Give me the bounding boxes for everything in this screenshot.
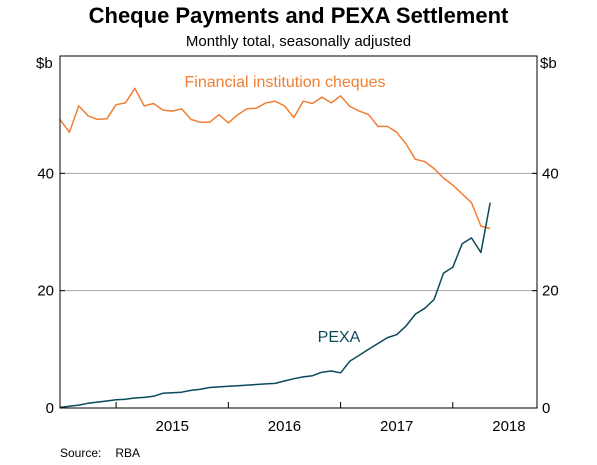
series-labels: Financial institution cheques PEXA	[184, 74, 385, 346]
chart-title: Cheque Payments and PEXA Settlement	[88, 3, 509, 28]
cheques-series-label: Financial institution cheques	[184, 74, 385, 91]
pexa-series-line	[59, 202, 491, 409]
x-tick-label: 2016	[268, 418, 301, 435]
y-tick-label-right: 40	[542, 165, 559, 182]
pexa-series-label: PEXA	[318, 329, 361, 346]
gridlines	[60, 172, 537, 292]
plot-frame	[59, 55, 538, 409]
y-tick-label-left: 40	[37, 165, 54, 182]
chart-subtitle: Monthly total, seasonally adjusted	[185, 33, 412, 50]
y-tick-label-left: 20	[37, 283, 54, 300]
source-value: RBA	[115, 446, 141, 460]
series-lines	[59, 87, 491, 409]
plot-border	[59, 55, 538, 409]
axis-ticks: 0 0 20 20 40 40 2015 2016 2017 2018	[37, 165, 558, 435]
y-tick-label-right: 0	[542, 400, 550, 417]
y-axis-unit-right: $b	[540, 55, 557, 72]
source-label: Source:	[60, 446, 102, 460]
y-tick-label-right: 20	[542, 283, 559, 300]
x-tick-label: 2017	[380, 418, 413, 435]
y-tick-label-left: 0	[46, 400, 54, 417]
y-axis-unit-left: $b	[36, 55, 53, 72]
source-note: Source: RBA	[60, 446, 140, 460]
x-tick-label: 2015	[156, 418, 189, 435]
cheques-series-line	[59, 87, 491, 230]
x-tick-label: 2018	[492, 418, 525, 435]
